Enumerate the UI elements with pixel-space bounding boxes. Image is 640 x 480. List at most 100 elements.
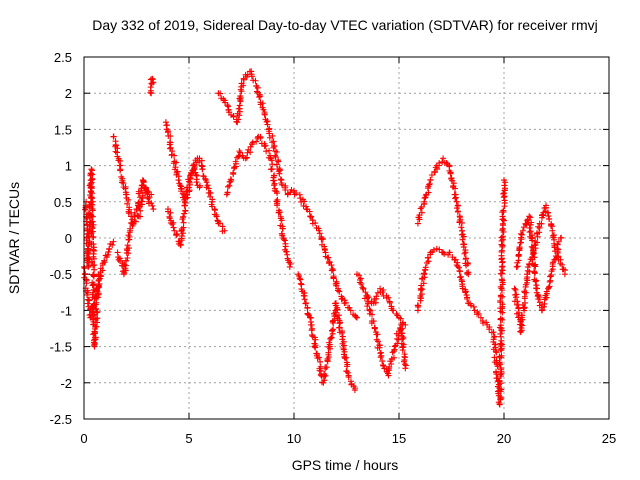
track-point bbox=[198, 162, 205, 169]
track-point bbox=[148, 200, 155, 207]
track-point bbox=[458, 224, 465, 231]
data-point bbox=[354, 314, 360, 321]
series-arc-s bbox=[513, 213, 565, 314]
x-axis-label: GPS time / hours bbox=[292, 457, 399, 473]
data-point bbox=[114, 249, 121, 256]
track-point bbox=[147, 84, 154, 91]
track-point bbox=[518, 312, 525, 319]
track-point bbox=[555, 238, 562, 245]
track-point bbox=[329, 327, 336, 334]
track-point bbox=[334, 287, 341, 294]
track-point bbox=[526, 268, 533, 275]
track-point bbox=[85, 255, 92, 262]
track-point bbox=[182, 199, 189, 206]
x-tick-label: 0 bbox=[80, 431, 87, 446]
track-point bbox=[89, 316, 96, 323]
track-point bbox=[235, 116, 242, 123]
track-point bbox=[124, 200, 131, 207]
y-axis-label: SDTVAR / TECUs bbox=[6, 182, 22, 294]
track-point bbox=[499, 301, 506, 308]
track-point bbox=[319, 236, 326, 243]
track-point bbox=[497, 297, 504, 304]
track-point bbox=[262, 142, 269, 149]
track-point bbox=[499, 279, 506, 286]
x-tick-label: 10 bbox=[287, 431, 301, 446]
track-point bbox=[88, 212, 95, 219]
track-point bbox=[125, 232, 132, 239]
data-point bbox=[519, 227, 526, 234]
track-point bbox=[203, 179, 210, 186]
track-point bbox=[397, 327, 404, 334]
track-point bbox=[521, 305, 528, 312]
track-point bbox=[181, 196, 188, 203]
track-point bbox=[282, 243, 289, 250]
track-point bbox=[173, 159, 180, 166]
track-point bbox=[167, 144, 174, 151]
track-point bbox=[137, 213, 144, 220]
track-point bbox=[236, 102, 243, 109]
track-point bbox=[125, 196, 132, 203]
track-point bbox=[463, 270, 470, 277]
track-point bbox=[330, 326, 337, 333]
track-point bbox=[545, 284, 552, 291]
track-point bbox=[462, 247, 469, 254]
track-point bbox=[275, 158, 282, 165]
track-point bbox=[82, 271, 89, 278]
track-point bbox=[301, 198, 308, 205]
track-point bbox=[293, 190, 300, 197]
track-point bbox=[501, 182, 508, 189]
series-arc-e bbox=[147, 75, 157, 97]
data-point bbox=[333, 300, 339, 307]
track-point bbox=[322, 364, 329, 371]
y-tick-label: 1.5 bbox=[54, 122, 72, 137]
track-point bbox=[423, 259, 430, 266]
x-tick-label: 25 bbox=[602, 431, 616, 446]
track-point bbox=[317, 358, 324, 365]
series-arc-l bbox=[295, 271, 359, 394]
track-point bbox=[452, 194, 459, 201]
track-point bbox=[202, 175, 209, 182]
data-point bbox=[236, 148, 243, 155]
track-point bbox=[497, 315, 504, 322]
track-point bbox=[475, 310, 482, 317]
track-point bbox=[418, 209, 425, 216]
track-point bbox=[280, 236, 287, 243]
track-point bbox=[270, 138, 277, 145]
track-point bbox=[346, 304, 353, 311]
track-point bbox=[92, 334, 99, 341]
track-point bbox=[552, 253, 559, 260]
track-point bbox=[240, 82, 247, 89]
track-point bbox=[531, 270, 538, 277]
data-point bbox=[526, 213, 533, 220]
track-point bbox=[362, 289, 369, 296]
track-point bbox=[497, 305, 504, 312]
track-point bbox=[432, 169, 439, 176]
data-point bbox=[440, 155, 447, 162]
track-point bbox=[399, 336, 406, 343]
data-point bbox=[133, 206, 140, 213]
data-point bbox=[501, 177, 507, 184]
track-point bbox=[397, 315, 404, 322]
track-point bbox=[243, 154, 250, 161]
track-point bbox=[426, 180, 433, 187]
track-point bbox=[529, 237, 536, 244]
plot-frame bbox=[83, 56, 610, 420]
track-point bbox=[480, 320, 487, 327]
series-arc-g bbox=[165, 162, 204, 249]
track-point bbox=[311, 343, 318, 350]
data-point bbox=[150, 79, 157, 86]
track-point bbox=[452, 185, 459, 192]
series-arc-q bbox=[465, 177, 509, 408]
track-point bbox=[303, 300, 310, 307]
track-point bbox=[470, 303, 477, 310]
data-point bbox=[414, 220, 421, 227]
track-point bbox=[232, 158, 239, 165]
track-point bbox=[439, 158, 446, 165]
data-point bbox=[351, 387, 358, 394]
data-point bbox=[150, 206, 157, 213]
track-point bbox=[560, 266, 567, 273]
track-point bbox=[329, 317, 336, 324]
track-point bbox=[312, 220, 319, 227]
track-point bbox=[261, 111, 268, 118]
track-point bbox=[211, 206, 218, 213]
